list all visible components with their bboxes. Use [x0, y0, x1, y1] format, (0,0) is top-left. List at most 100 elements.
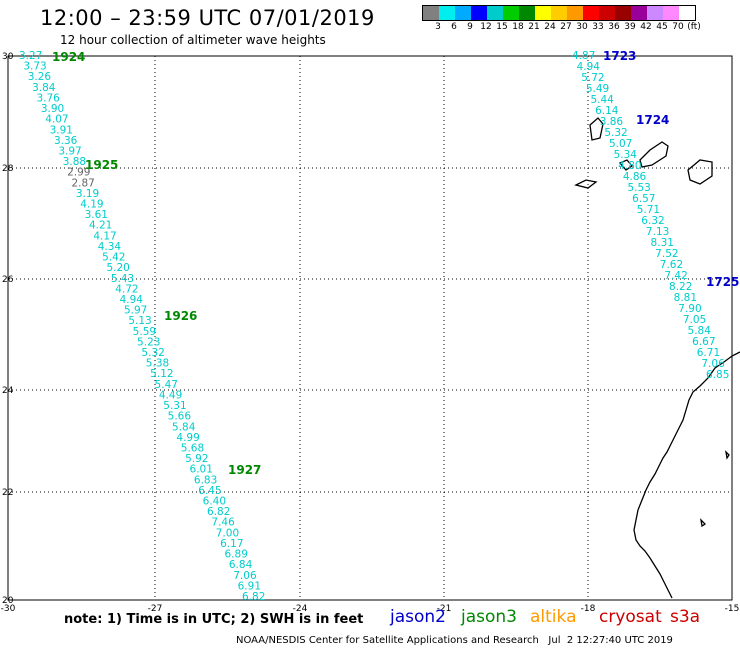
latitude-label: 20	[2, 596, 14, 606]
wave-height-value: 6.40	[203, 496, 226, 508]
map-frame	[7, 55, 733, 601]
wave-height-value: 7.42	[664, 270, 687, 282]
wave-height-value: 5.32	[604, 127, 627, 139]
scale-swatch	[615, 6, 631, 20]
scale-swatch	[471, 6, 487, 20]
tenerife-island	[639, 141, 669, 168]
wave-height-value: 3.97	[58, 145, 81, 157]
wave-height-value: 5.72	[581, 72, 604, 84]
scale-label: 9	[467, 22, 473, 32]
wave-height-value: 5.42	[102, 252, 125, 264]
wave-height-value: 4.49	[159, 389, 182, 401]
wave-height-value: 4.21	[89, 220, 112, 232]
wave-height-value: 4.34	[98, 241, 122, 253]
wave-height-value: 5.49	[586, 83, 609, 95]
wave-height-value: 5.68	[181, 442, 204, 454]
wave-height-value: 3.84	[32, 82, 56, 94]
wave-height-value: 4.07	[45, 114, 68, 126]
wave-height-value: 7.06	[701, 358, 725, 370]
latitude-label: 30	[2, 52, 14, 62]
wave-height-value: 3.76	[36, 92, 60, 104]
scale-label: 18	[512, 22, 524, 32]
wave-height-value: 5.59	[133, 326, 156, 338]
wave-height-value: 5.44	[590, 94, 614, 106]
el-hierro-island	[574, 179, 598, 189]
time-marker: 1926	[164, 309, 197, 323]
wave-height-value: 6.85	[706, 369, 729, 381]
wave-height-value: 8.81	[674, 292, 697, 304]
wave-height-value: 5.97	[124, 305, 147, 317]
wave-height-value: 2.99	[67, 167, 90, 179]
scale-label: 24	[544, 22, 556, 32]
wave-height-value: 6.32	[641, 215, 664, 227]
wave-height-value: 5.13	[128, 315, 151, 327]
la-palma-island	[589, 117, 604, 141]
wave-height-value: 4.17	[93, 230, 116, 242]
wave-height-value: 5.31	[163, 400, 186, 412]
color-scale-legend	[422, 5, 696, 21]
wave-height-value: 5.23	[137, 336, 160, 348]
page-subtitle: 12 hour collection of altimeter wave hei…	[60, 33, 326, 47]
wave-height-value: 3.36	[54, 135, 78, 147]
wave-height-value: 3.90	[41, 103, 64, 115]
latitude-label: 22	[2, 488, 13, 498]
time-marker: 1924	[52, 50, 85, 64]
scale-label: 33	[592, 22, 604, 32]
scale-label: 12	[480, 22, 492, 32]
time-marker: 1724	[636, 113, 669, 127]
wave-height-value: 6.82	[207, 506, 230, 518]
wave-height-value: 3.88	[63, 156, 86, 168]
wave-height-value: 6.01	[190, 464, 213, 476]
longitude-label: -27	[148, 604, 163, 614]
wave-height-value: 6.57	[632, 193, 655, 205]
wave-height-value: 5.53	[627, 182, 650, 194]
longitude-label: -24	[293, 604, 308, 614]
wave-height-value: 7.52	[655, 248, 678, 260]
footer-text: NOAA/NESDIS Center for Satellite Applica…	[236, 635, 673, 646]
scale-swatch	[551, 6, 567, 20]
scale-label: 27	[560, 22, 572, 32]
wave-height-value: 7.46	[211, 517, 235, 529]
wave-height-value: 3.91	[50, 124, 73, 136]
satellite-cryosat: cryosat	[599, 607, 662, 627]
wave-height-value: 7.00	[216, 527, 239, 539]
wave-height-value: 4.80	[618, 160, 641, 172]
time-marker: 1927	[228, 463, 261, 477]
time-marker: 1725	[706, 275, 739, 289]
track-west-values: 3.273.733.263.843.763.904.073.913.363.97…	[19, 50, 265, 603]
scale-swatch	[503, 6, 519, 20]
track-east-values: 4.874.945.725.495.446.143.865.325.075.34…	[572, 49, 739, 381]
wave-height-value: 7.05	[683, 314, 706, 326]
satellite-jason2: jason2	[390, 607, 446, 627]
longitude-label: -21	[437, 604, 452, 614]
wave-height-value: 6.45	[198, 485, 221, 497]
scale-label: 30	[576, 22, 588, 32]
scale-swatch	[535, 6, 551, 20]
wave-height-value: 5.66	[168, 411, 192, 423]
gran-canaria-island	[687, 159, 713, 185]
wave-height-value: 5.12	[150, 368, 173, 380]
wave-height-value: 7.90	[678, 303, 701, 315]
satellite-jason3: jason3	[461, 607, 517, 627]
wave-height-value: 4.94	[120, 294, 144, 306]
wave-height-value: 6.82	[242, 591, 265, 603]
wave-height-value: 3.26	[28, 71, 52, 83]
wave-height-value: 4.99	[176, 432, 199, 444]
scale-swatch	[599, 6, 615, 20]
wave-height-value: 3.61	[85, 209, 108, 221]
wave-height-value: 5.71	[637, 204, 660, 216]
scale-swatch	[647, 6, 663, 20]
wave-height-value: 5.84	[172, 421, 196, 433]
wave-height-value: 5.43	[111, 273, 134, 285]
wave-height-value: 7.06	[233, 570, 257, 582]
scale-swatch	[439, 6, 455, 20]
wave-height-value: 4.94	[577, 61, 601, 73]
wave-height-value: 3.73	[23, 61, 46, 73]
page-title: 12:00 – 23:59 UTC 07/01/2019	[40, 6, 375, 30]
scale-label: 70	[672, 22, 684, 32]
scale-label: 39	[624, 22, 636, 32]
wave-height-value: 6.17	[220, 538, 243, 550]
time-marker: 1723	[603, 49, 636, 63]
scale-swatch	[567, 6, 583, 20]
wave-height-value: 5.20	[106, 262, 129, 274]
